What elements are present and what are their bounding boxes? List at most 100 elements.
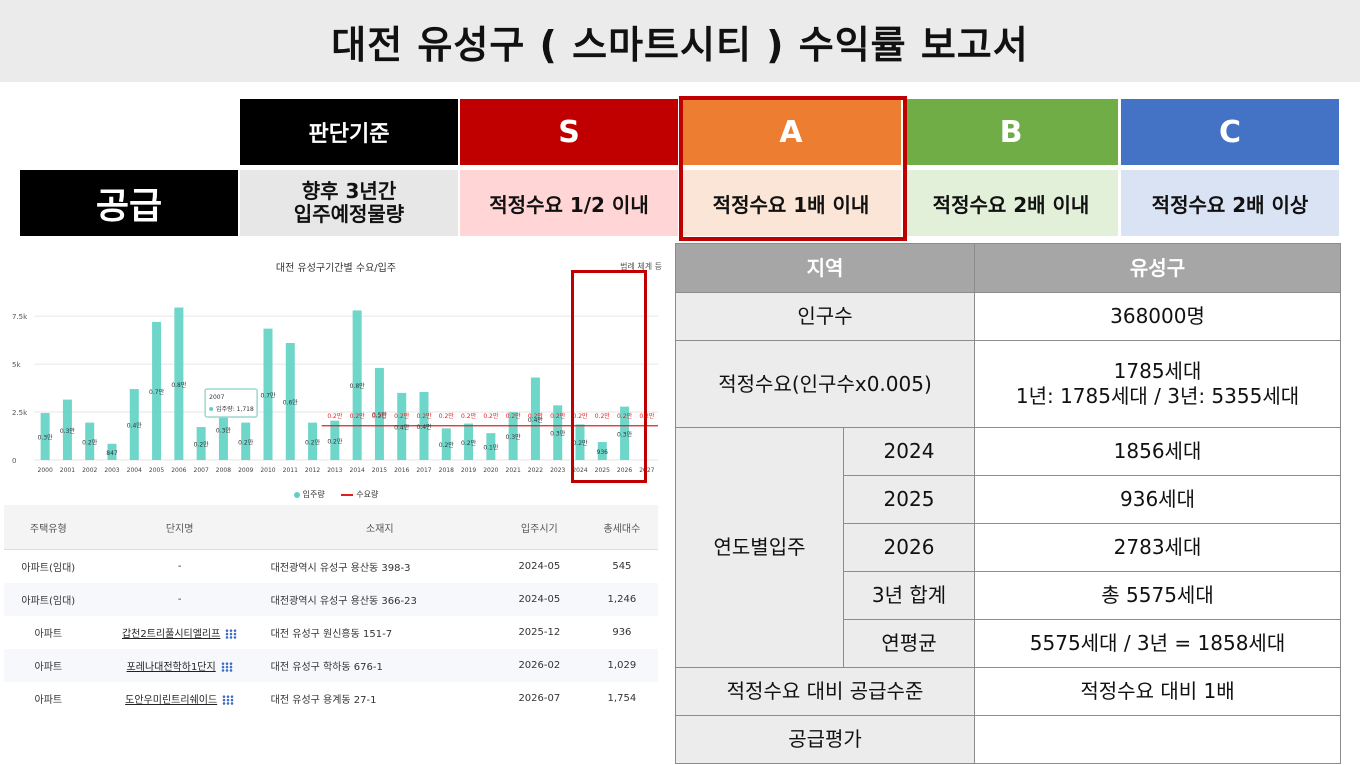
col-date: 입주시기 <box>492 505 586 550</box>
row-date: 2026-02 <box>492 649 586 682</box>
grid-icon[interactable] <box>220 662 233 672</box>
bar-2016 <box>397 392 407 460</box>
x-tick-label: 2025 <box>595 467 610 474</box>
grade-a-desc: 적정수요 1배 이내 <box>712 192 870 217</box>
row-date: 2026-07 <box>518 693 561 704</box>
row-units: 1,754 <box>607 693 637 704</box>
tooltip-marker <box>209 407 214 411</box>
row-date: 2024-05 <box>518 561 561 572</box>
level-row: 적정수요 대비 공급수준 적정수요 대비 1배 <box>675 667 1341 716</box>
complex-link[interactable]: 도안우미린트리쉐이드 <box>125 695 218 706</box>
grade-s-desc-cell: 적정수요 1/2 이내 <box>460 170 678 236</box>
grade-c-header: C <box>1121 99 1339 165</box>
x-tick-label: 2015 <box>372 467 387 474</box>
bar-2021 <box>508 412 518 460</box>
bar-2008 <box>218 398 228 460</box>
tooltip-label: 입주량: 1,718 <box>216 405 254 413</box>
bar-data-label: 0.1만 <box>483 444 499 452</box>
legend-line-label[interactable]: 수요량 <box>356 490 379 499</box>
bar-2010 <box>263 328 273 460</box>
x-tick-label: 2007 <box>194 467 209 474</box>
bar-data-label: 0.4만 <box>394 423 410 431</box>
line-data-label: 0.2만 <box>327 412 343 420</box>
x-tick-label: 2008 <box>216 467 231 474</box>
bar-data-label: 0.3만 <box>617 430 633 438</box>
legend-bar-marker <box>293 491 300 498</box>
line-data-label: 0.2만 <box>506 412 522 420</box>
row-addr: 대전광역시 유성구 용산동 366-23 <box>266 583 493 616</box>
table-row: 아파트(임대) - 대전광역시 유성구 용산동 366-23 2024-05 1… <box>4 583 658 616</box>
row-addr: 대전 유성구 원신흥동 151-7 <box>270 629 393 640</box>
bar-2015 <box>374 367 384 460</box>
bar-data-label: 0.2만 <box>238 438 254 446</box>
bar-data-label: 0.4만 <box>416 423 432 431</box>
eval-value[interactable] <box>974 715 1341 764</box>
bar-2020 <box>486 433 496 460</box>
x-tick-label: 2000 <box>38 467 53 474</box>
x-tick-label: 2003 <box>104 467 119 474</box>
supply-desc-line2: 입주예정물량 <box>293 202 405 226</box>
row-addr: 대전 유성구 용계동 27-1 <box>270 695 377 706</box>
x-tick-label: 2014 <box>350 467 365 474</box>
year-2024: 2024 <box>843 427 975 476</box>
grade-b-letter: B <box>999 114 1023 150</box>
x-tick-label: 2011 <box>283 467 298 474</box>
line-data-label: 0.2만 <box>483 412 499 420</box>
x-tick-label: 2019 <box>461 467 476 474</box>
bar-2024 <box>575 424 585 460</box>
col-name: 단지명 <box>92 505 267 550</box>
col-addr: 소재지 <box>266 505 493 550</box>
x-tick-label: 2006 <box>171 467 186 474</box>
bar-data-label: 0.5만 <box>372 411 388 419</box>
x-tick-label: 2009 <box>238 467 253 474</box>
x-tick-label: 2013 <box>327 467 342 474</box>
bar-data-label: 0.3만 <box>60 427 76 435</box>
bar-2019 <box>464 423 474 460</box>
bar-2022 <box>530 377 540 460</box>
yearly-row: 2026 2783세대 <box>676 523 1341 572</box>
x-tick-label: 2002 <box>82 467 97 474</box>
grid-icon[interactable] <box>222 695 235 705</box>
row-date: 2024-05 <box>492 583 586 616</box>
bar-data-label: 0.2만 <box>461 439 477 447</box>
line-data-label: 0.2만 <box>394 412 410 420</box>
summary-table: 지역 유성구 인구수 368000명 적정수요(인구수x0.005) 1785세… <box>675 243 1341 764</box>
grade-s-header: S <box>460 99 678 165</box>
bar-data-label: 0.2만 <box>194 441 210 449</box>
grade-c-desc-cell: 적정수요 2배 이상 <box>1121 170 1339 236</box>
grade-s-letter: S <box>558 114 580 150</box>
complex-listing-table: 주택유형 단지명 소재지 입주시기 총세대수 아파트(임대) - 대전광역시 유… <box>4 505 658 715</box>
chart-note: 범례 체계 등 <box>620 262 662 271</box>
line-data-label: 0.2만 <box>572 412 588 420</box>
y-tick-label: 2.5k <box>12 409 28 417</box>
population-row: 인구수 368000명 <box>675 292 1341 341</box>
level-value: 적정수요 대비 1배 <box>974 667 1341 716</box>
chart-highlight-box <box>571 270 647 483</box>
bar-data-label: 0.4만 <box>528 416 544 424</box>
chart-svg: 0 2.5k 5k 7.5k 2000 2001 2002 2003 2004 2005 2006 2… <box>12 307 658 474</box>
bar-data-label: 0.4만 <box>127 422 143 430</box>
x-tick-label: 2005 <box>149 467 164 474</box>
complex-link[interactable]: 갑천2트리풀시티엘리프 <box>121 629 221 640</box>
x-tick-label: 2010 <box>260 467 275 474</box>
row-date: 2025-12 <box>518 627 561 638</box>
grade-c-letter: C <box>1218 114 1242 150</box>
line-data-label: 0.2만 <box>439 412 455 420</box>
grid-icon[interactable] <box>225 629 238 639</box>
bar-data-label: 0.2만 <box>439 441 455 449</box>
row-type: 아파트 <box>34 695 63 706</box>
x-tick-label: 2024 <box>572 467 587 474</box>
yearly-row: 연도별입주 2024 1856세대 <box>675 427 1341 668</box>
x-tick-label: 2001 <box>60 467 75 474</box>
row-units: 936 <box>612 627 632 638</box>
row-type: 아파트(임대) <box>21 563 76 574</box>
legend-bar-label[interactable]: 입주량 <box>302 490 325 499</box>
y-tick-label: 0 <box>12 457 16 465</box>
complex-link[interactable]: 포레나대전학하1단지 <box>126 662 216 673</box>
bar-data-label: 847 <box>106 450 118 457</box>
table-row: 아파트 도안우미린트리쉐이드 대전 유성구 용계동 27-1 2026-07 1… <box>4 682 658 715</box>
demand-value: 1785세대 1년: 1785세대 / 3년: 5355세대 <box>974 340 1341 428</box>
line-data-label: 0.2만 <box>416 412 432 420</box>
row-units: 1,246 <box>585 583 658 616</box>
eval-label: 공급평가 <box>675 715 975 764</box>
